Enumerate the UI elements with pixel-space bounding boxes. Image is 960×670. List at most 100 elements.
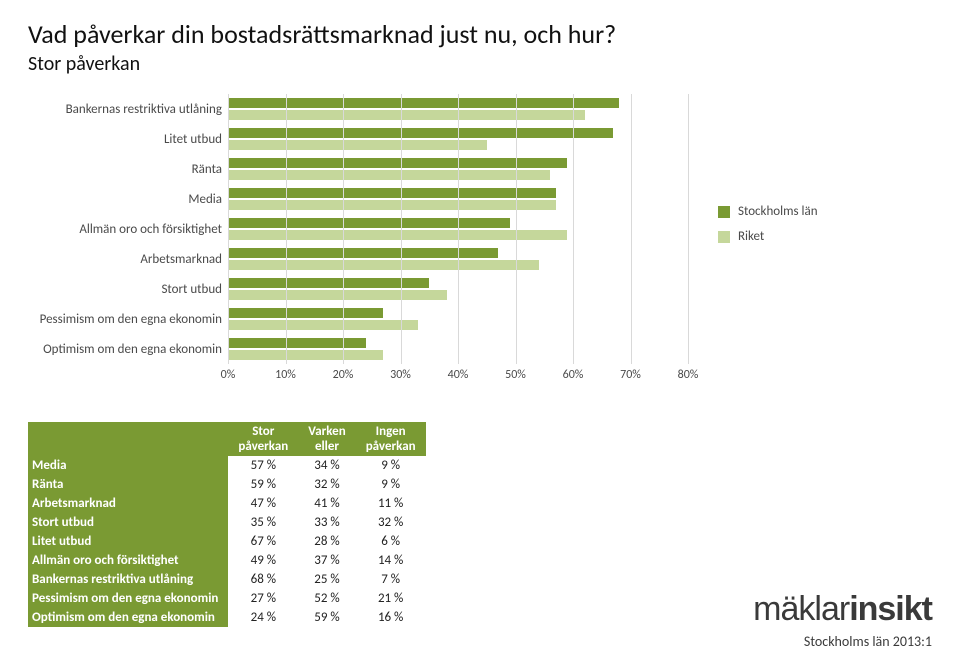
table-row: Optimism om den egna ekonomin24 %59 %16 … <box>28 608 426 627</box>
x-tick-label: 0% <box>221 368 236 382</box>
table-row-label: Stort utbud <box>28 513 228 532</box>
gridline <box>228 94 229 364</box>
bar <box>228 260 539 270</box>
table-row-label: Optimism om den egna ekonomin <box>28 608 228 627</box>
legend-swatch <box>718 206 730 218</box>
legend-label: Stockholms län <box>738 204 818 219</box>
gridline <box>688 94 689 364</box>
table-cell: 32 % <box>298 475 355 494</box>
footer-text: Stockholms län 2013:1 <box>753 633 932 650</box>
table-cell: 41 % <box>298 494 355 513</box>
table-row: Pessimism om den egna ekonomin27 %52 %21… <box>28 589 426 608</box>
table-cell: 49 % <box>228 551 298 570</box>
table-row-label: Pessimism om den egna ekonomin <box>28 589 228 608</box>
bar <box>228 140 487 150</box>
table-cell: 7 % <box>356 570 426 589</box>
table-cell: 59 % <box>228 475 298 494</box>
table-row-label: Allmän oro och försiktighet <box>28 551 228 570</box>
y-category-label: Arbetsmarknad <box>28 244 228 274</box>
gridline <box>401 94 402 364</box>
chart-legend: Stockholms län Riket <box>718 94 818 394</box>
table-cell: 28 % <box>298 532 355 551</box>
table-cell: 11 % <box>356 494 426 513</box>
table-row: Allmän oro och försiktighet49 %37 %14 % <box>28 551 426 570</box>
bar <box>228 110 585 120</box>
legend-item: Stockholms län <box>718 204 818 219</box>
table-column-header: Ingenpåverkan <box>356 422 426 456</box>
table-cell: 33 % <box>298 513 355 532</box>
bar <box>228 200 556 210</box>
table-row: Bankernas restriktiva utlåning68 %25 %7 … <box>28 570 426 589</box>
gridline <box>458 94 459 364</box>
bar <box>228 320 418 330</box>
y-category-label: Ränta <box>28 154 228 184</box>
table-cell: 9 % <box>356 456 426 475</box>
table-cell: 52 % <box>298 589 355 608</box>
x-tick-label: 10% <box>275 368 296 382</box>
page-title: Vad påverkar din bostadsrättsmarknad jus… <box>28 18 932 50</box>
table-cell: 34 % <box>298 456 355 475</box>
table-row-label: Ränta <box>28 475 228 494</box>
table-row: Stort utbud35 %33 %32 % <box>28 513 426 532</box>
logo-text-1: mäklar <box>753 590 849 628</box>
x-tick-label: 50% <box>505 368 526 382</box>
table-row-label: Litet utbud <box>28 532 228 551</box>
legend-item: Riket <box>718 229 818 244</box>
x-tick-label: 60% <box>563 368 584 382</box>
y-category-label: Bankernas restriktiva utlåning <box>28 94 228 124</box>
table-cell: 35 % <box>228 513 298 532</box>
bar <box>228 188 556 198</box>
table-row: Arbetsmarknad47 %41 %11 % <box>28 494 426 513</box>
brand-logo: mäklarinsikt <box>753 590 932 629</box>
bar <box>228 98 619 108</box>
bar <box>228 290 447 300</box>
bar <box>228 350 383 360</box>
table-cell: 14 % <box>356 551 426 570</box>
bar <box>228 170 550 180</box>
table-cell: 59 % <box>298 608 355 627</box>
table-cell: 68 % <box>228 570 298 589</box>
y-category-label: Allmän oro och försiktighet <box>28 214 228 244</box>
table-cell: 21 % <box>356 589 426 608</box>
table-cell: 24 % <box>228 608 298 627</box>
y-category-label: Pessimism om den egna ekonomin <box>28 304 228 334</box>
gridline <box>286 94 287 364</box>
table-cell: 16 % <box>356 608 426 627</box>
table-cell: 57 % <box>228 456 298 475</box>
y-category-label: Optimism om den egna ekonomin <box>28 334 228 364</box>
table-row-label: Arbetsmarknad <box>28 494 228 513</box>
table-cell: 32 % <box>356 513 426 532</box>
bar <box>228 338 366 348</box>
bar <box>228 278 429 288</box>
table-cell: 27 % <box>228 589 298 608</box>
table-column-header: Varkeneller <box>298 422 355 456</box>
y-category-label: Litet utbud <box>28 124 228 154</box>
table-row: Litet utbud67 %28 %6 % <box>28 532 426 551</box>
page-subtitle: Stor påverkan <box>28 52 932 76</box>
legend-swatch <box>718 231 730 243</box>
logo-text-2: insikt <box>849 590 932 628</box>
data-table: StorpåverkanVarkenellerIngenpåverkanMedi… <box>28 422 426 627</box>
x-tick-label: 30% <box>390 368 411 382</box>
legend-label: Riket <box>738 229 764 244</box>
table-row-label: Media <box>28 456 228 475</box>
y-category-label: Stort utbud <box>28 274 228 304</box>
x-tick-label: 20% <box>333 368 354 382</box>
bar-chart: Bankernas restriktiva utlåningLitet utbu… <box>28 94 932 394</box>
gridline <box>516 94 517 364</box>
y-category-label: Media <box>28 184 228 214</box>
table-header-blank <box>28 422 228 456</box>
table-cell: 6 % <box>356 532 426 551</box>
table-cell: 47 % <box>228 494 298 513</box>
x-tick-label: 70% <box>620 368 641 382</box>
table-cell: 67 % <box>228 532 298 551</box>
gridline <box>631 94 632 364</box>
table-cell: 9 % <box>356 475 426 494</box>
table-cell: 25 % <box>298 570 355 589</box>
table-row: Media57 %34 %9 % <box>28 456 426 475</box>
table-row-label: Bankernas restriktiva utlåning <box>28 570 228 589</box>
table-column-header: Storpåverkan <box>228 422 298 456</box>
table-row: Ränta59 %32 %9 % <box>28 475 426 494</box>
table-cell: 37 % <box>298 551 355 570</box>
gridline <box>343 94 344 364</box>
